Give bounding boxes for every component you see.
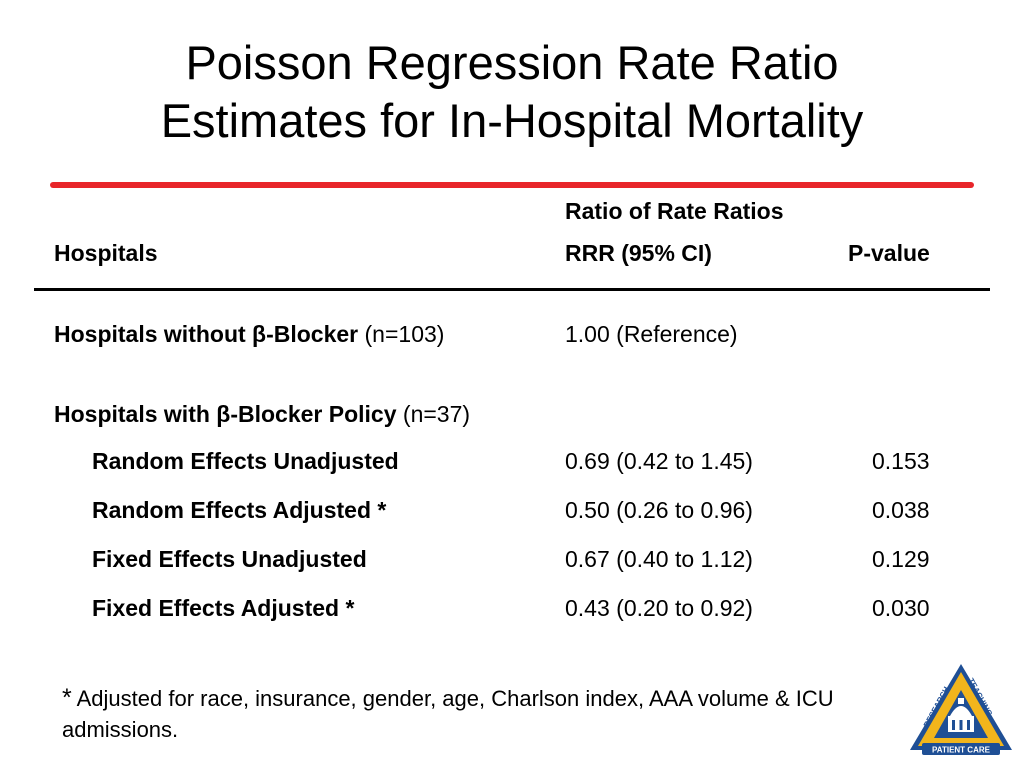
reference-row-label: Hospitals without β-Blocker (n=103) bbox=[54, 321, 444, 348]
logo-bottom-band bbox=[922, 743, 1000, 755]
table-row-label: Fixed Effects Unadjusted bbox=[92, 546, 367, 572]
logo-dome-columns bbox=[952, 720, 970, 730]
table-row-label: Random Effects Adjusted * bbox=[92, 497, 387, 523]
slide-title-line-2: Estimates for In-Hospital Mortality bbox=[160, 94, 864, 147]
slide-title-line-1: Poisson Regression Rate Ratio bbox=[185, 36, 839, 89]
table-row-rrr: 0.67 (0.40 to 1.12) bbox=[565, 546, 753, 572]
reference-row-rrr: 1.00 (Reference) bbox=[565, 321, 738, 347]
table-row-pvalue: 0.030 bbox=[872, 595, 930, 621]
table-row-rrr: 0.43 (0.20 to 0.92) bbox=[565, 595, 753, 621]
research-teaching-patient-care-logo-icon: RESEARCH TEACHING PATIENT CARE bbox=[910, 664, 1012, 755]
table-row-pvalue: 0.153 bbox=[872, 448, 930, 474]
group-row: Hospitals with β-Blocker Policy (n=37) bbox=[0, 401, 1024, 431]
table-row-rrr: 0.69 (0.42 to 1.45) bbox=[565, 448, 753, 474]
table-row-pvalue: 0.038 bbox=[872, 497, 930, 523]
group-row-n: (n=37) bbox=[396, 401, 471, 427]
reference-row-n: (n=103) bbox=[358, 321, 445, 347]
table-row: Random Effects Adjusted * 0.50 (0.26 to … bbox=[0, 497, 1024, 527]
header-hospitals: Hospitals bbox=[54, 240, 158, 266]
table-row-pvalue: 0.129 bbox=[872, 546, 930, 572]
logo-text-patient-care: PATIENT CARE bbox=[932, 746, 991, 755]
table-row-label: Fixed Effects Adjusted * bbox=[92, 595, 355, 621]
footnote: * Adjusted for race, insurance, gender, … bbox=[62, 683, 912, 745]
table-row-label: Random Effects Unadjusted bbox=[92, 448, 399, 474]
table-row: Random Effects Unadjusted 0.69 (0.42 to … bbox=[0, 448, 1024, 478]
reference-row-label-bold: Hospitals without β-Blocker bbox=[54, 321, 359, 347]
footnote-text: Adjusted for race, insurance, gender, ag… bbox=[62, 686, 834, 742]
table-row-rrr: 0.50 (0.26 to 0.96) bbox=[565, 497, 753, 523]
title-divider-red bbox=[50, 182, 974, 188]
table-row: Fixed Effects Unadjusted 0.67 (0.40 to 1… bbox=[0, 546, 1024, 576]
header-divider bbox=[34, 288, 990, 291]
slide-title: Poisson Regression Rate Ratio Estimates … bbox=[0, 34, 1024, 150]
footnote-star: * bbox=[62, 684, 72, 712]
group-row-label: Hospitals with β-Blocker Policy (n=37) bbox=[54, 401, 470, 428]
reference-row: Hospitals without β-Blocker (n=103) 1.00… bbox=[0, 321, 1024, 351]
header-rrr: RRR (95% CI) bbox=[565, 240, 712, 266]
header-pvalue: P-value bbox=[848, 240, 930, 266]
header-group-label: Ratio of Rate Ratios bbox=[565, 198, 784, 224]
group-row-label-bold: Hospitals with β-Blocker Policy bbox=[54, 401, 397, 427]
table-row: Fixed Effects Adjusted * 0.43 (0.20 to 0… bbox=[0, 595, 1024, 625]
